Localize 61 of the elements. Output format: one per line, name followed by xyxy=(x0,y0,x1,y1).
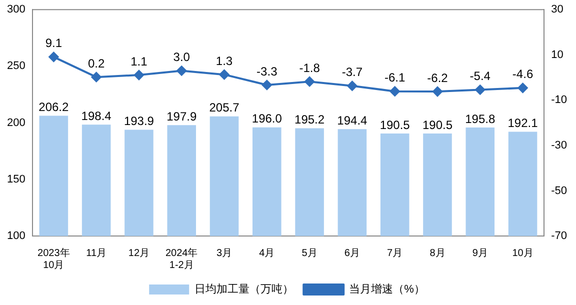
y2-tick-label: -30 xyxy=(551,139,568,152)
data-label: 195.2 xyxy=(294,112,325,127)
data-label: 193.9 xyxy=(124,114,154,128)
data-label: -3.3 xyxy=(256,64,278,78)
y2-tick-label: -70 xyxy=(551,230,568,242)
point xyxy=(262,80,272,90)
point xyxy=(518,82,528,93)
point xyxy=(304,76,315,87)
point xyxy=(475,84,486,95)
data-label: 9.1 xyxy=(45,36,62,50)
point xyxy=(432,86,442,97)
data-label: 205.7 xyxy=(209,100,240,115)
data-label: 190.5 xyxy=(422,118,453,132)
data-label: -6.2 xyxy=(427,70,448,85)
data-label: 195.8 xyxy=(465,112,496,126)
y-tick-label: 250 xyxy=(6,60,26,72)
x-tick-label: 12月 xyxy=(128,248,150,259)
x-tick-label: 10月 xyxy=(512,248,534,259)
legend-label: 当月增速（%） xyxy=(349,282,425,296)
y-tick-label: 200 xyxy=(6,116,26,129)
legend-label: 日均加工量（万吨） xyxy=(194,282,294,296)
x-tick-label: 2023年 10月 xyxy=(38,246,70,271)
y-tick-label: 150 xyxy=(6,173,26,186)
data-label: -3.7 xyxy=(342,65,363,80)
x-tick-label: 4月 xyxy=(259,248,275,259)
x-tick-label: 5月 xyxy=(302,248,318,259)
data-label: -1.8 xyxy=(299,60,320,75)
y2-tick-label: -10 xyxy=(551,94,568,106)
x-tick-label: 7月 xyxy=(387,248,403,259)
y2-tick-label: 30 xyxy=(551,4,564,16)
y2-tick-label: 10 xyxy=(551,48,564,61)
y-tick-label: 300 xyxy=(6,4,26,16)
data-label: 0.2 xyxy=(88,56,105,70)
y-tick-label: 100 xyxy=(6,230,26,242)
point xyxy=(48,52,59,62)
data-label: -6.1 xyxy=(384,70,406,85)
data-label: 192.1 xyxy=(508,116,538,130)
data-label: -4.6 xyxy=(512,67,534,82)
x-tick-label: 2024年 1-2月 xyxy=(165,246,198,271)
data-label: 196.0 xyxy=(252,112,282,126)
x-tick-label: 8月 xyxy=(430,248,446,259)
y2-tick-label: -50 xyxy=(551,184,568,197)
data-label: 194.4 xyxy=(337,113,368,128)
data-label: 1.1 xyxy=(130,54,148,68)
x-tick-label: 9月 xyxy=(472,248,488,259)
point xyxy=(390,86,400,96)
x-tick-label: 3月 xyxy=(216,248,232,259)
point xyxy=(134,70,144,80)
data-label: 206.2 xyxy=(38,100,70,114)
x-tick-label: 6月 xyxy=(344,248,360,259)
data-label: 1.3 xyxy=(216,54,233,68)
point xyxy=(219,70,230,80)
data-label: 198.4 xyxy=(81,108,112,123)
point xyxy=(347,80,358,91)
x-tick-label: 11月 xyxy=(86,248,107,259)
point xyxy=(91,72,102,82)
data-label: -5.4 xyxy=(470,69,491,84)
data-label: 3.0 xyxy=(173,50,190,64)
data-label: 190.5 xyxy=(380,118,410,132)
data-label: 197.9 xyxy=(166,109,197,124)
point xyxy=(176,66,187,76)
